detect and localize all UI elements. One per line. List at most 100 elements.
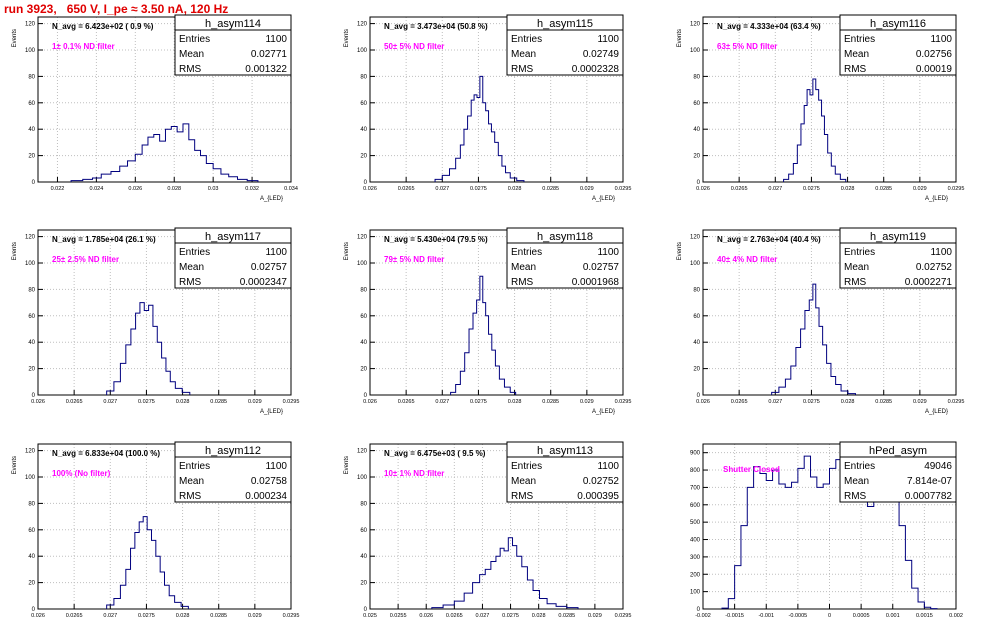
stats-key: Mean [511,476,536,487]
y-tick-label: 0 [32,180,36,186]
stats-key: RMS [179,64,202,75]
stats-box [839,227,957,289]
navg-label: N_avg = 2.763e+04 (40.4 %) [717,235,821,244]
x-tick-label: 0.0275 [138,399,155,405]
x-tick-label: 0.001 [886,613,900,619]
y-axis-title: Events [344,456,350,474]
stats-key: Entries [511,247,542,258]
y-tick-label: 200 [690,572,701,578]
stats-key: RMS [511,64,534,75]
x-tick-label: 0.028 [167,186,181,192]
histogram-panel: 0 20 40 60 80 100 120 0.026 0.0265 0.027 0.0275 0.0… [12,227,299,415]
y-tick-label: 0 [32,607,36,613]
y-tick-label: 0 [364,393,368,399]
x-tick-label: 0.0275 [803,399,820,405]
histogram-name: h_asym114 [205,18,261,30]
x-tick-label: 0.0005 [853,613,870,619]
filter-annotation: 50± 5% ND filter [384,42,444,51]
x-tick-label: 0.029 [580,186,594,192]
stats-value: 0.0007782 [905,491,953,502]
y-tick-label: 120 [25,22,36,28]
histogram-line [450,275,517,395]
x-tick-label: 0.029 [913,186,927,192]
x-tick-label: 0.026 [363,186,377,192]
x-tick-label: 0.0285 [542,186,559,192]
y-axis-title: Events [12,29,18,47]
run-title: run 3923, 650 V, I_pe ≈ 3.50 nA, 120 Hz [4,2,229,16]
y-tick-label: 100 [690,590,701,596]
x-tick-label: 0.029 [588,613,602,619]
filter-annotation: 63± 5% ND filter [717,42,777,51]
stats-key: Mean [511,262,536,273]
stats-box [174,227,292,289]
x-tick-label: 0.026 [696,399,710,405]
x-tick-label: 0.0285 [875,186,892,192]
x-tick-label: 0.028 [532,613,546,619]
stats-value: 1100 [930,34,952,45]
y-tick-label: 80 [28,287,35,293]
histogram-line [106,516,189,609]
y-tick-label: 80 [360,74,367,80]
x-tick-label: 0.029 [913,399,927,405]
y-tick-label: 80 [360,287,367,293]
x-tick-label: 0 [828,613,831,619]
x-tick-label: 0.028 [508,399,522,405]
stats-value: 0.00019 [916,64,953,75]
stats-value: 1100 [265,34,287,45]
stats-value: 1100 [265,247,287,258]
y-tick-label: 60 [28,528,35,534]
y-tick-label: 60 [693,314,700,320]
x-tick-label: 0.022 [51,186,65,192]
y-tick-label: 0 [32,393,36,399]
x-tick-label: 0.034 [284,186,298,192]
x-tick-label: 0.0255 [390,613,407,619]
y-tick-label: 60 [360,101,367,107]
histogram-panel: 0 20 40 60 80 100 120 0.026 0.0265 0.027 0.0275 0.0… [12,441,300,619]
y-tick-label: 100 [690,261,701,267]
stats-box [174,441,292,503]
x-tick-label: 0.0295 [283,613,300,619]
stats-key: Entries [511,34,542,45]
x-axis-title: A_{LED} [592,409,615,415]
stats-key: Entries [511,461,542,472]
stats-key: Mean [844,49,869,60]
stats-box [506,14,624,76]
y-tick-label: 100 [357,261,368,267]
plot-frame [369,229,624,396]
stats-key: Mean [844,476,869,487]
x-tick-label: 0.027 [768,399,782,405]
histogram-name: h_asym116 [870,18,926,30]
x-tick-label: 0.0275 [470,399,487,405]
histogram-panel: 0 20 40 60 80 100 120 0.022 0.024 0.026 0.028 0.03 0… [12,14,298,202]
y-tick-label: 100 [357,475,368,481]
x-tick-label: 0.0265 [731,399,748,405]
stats-key: Mean [179,476,204,487]
x-tick-label: 0.0265 [446,613,463,619]
stats-key: RMS [844,491,867,502]
x-tick-label: 0.027 [103,613,117,619]
stats-value: 0.02771 [251,49,288,60]
stats-key: RMS [511,491,534,502]
x-tick-label: 0.0015 [916,613,933,619]
y-tick-label: 0 [364,607,368,613]
y-tick-label: 40 [28,127,35,133]
y-tick-label: 40 [693,127,700,133]
filter-annotation: 100% (No filter) [52,469,111,478]
x-tick-label: -0.0005 [789,613,808,619]
x-axis-title: A_{LED} [925,196,948,202]
y-tick-label: 40 [360,554,367,560]
y-tick-label: 40 [28,340,35,346]
y-tick-label: 600 [690,503,701,509]
y-tick-label: 900 [690,451,701,457]
stats-key: RMS [179,277,202,288]
filter-annotation: 10± 1% ND filter [384,469,444,478]
x-tick-label: 0.0285 [558,613,575,619]
y-tick-label: 0 [364,180,368,186]
stats-box [506,441,624,503]
histogram-panel: 0 100 200 300 400 500 600 700 800 900 -0.002 -0.001… [690,441,963,619]
x-tick-label: 0.03 [208,186,219,192]
y-axis-title: Events [344,29,350,47]
stats-value: 0.02749 [583,49,620,60]
y-tick-label: 120 [25,235,36,241]
stats-key: Entries [179,461,210,472]
